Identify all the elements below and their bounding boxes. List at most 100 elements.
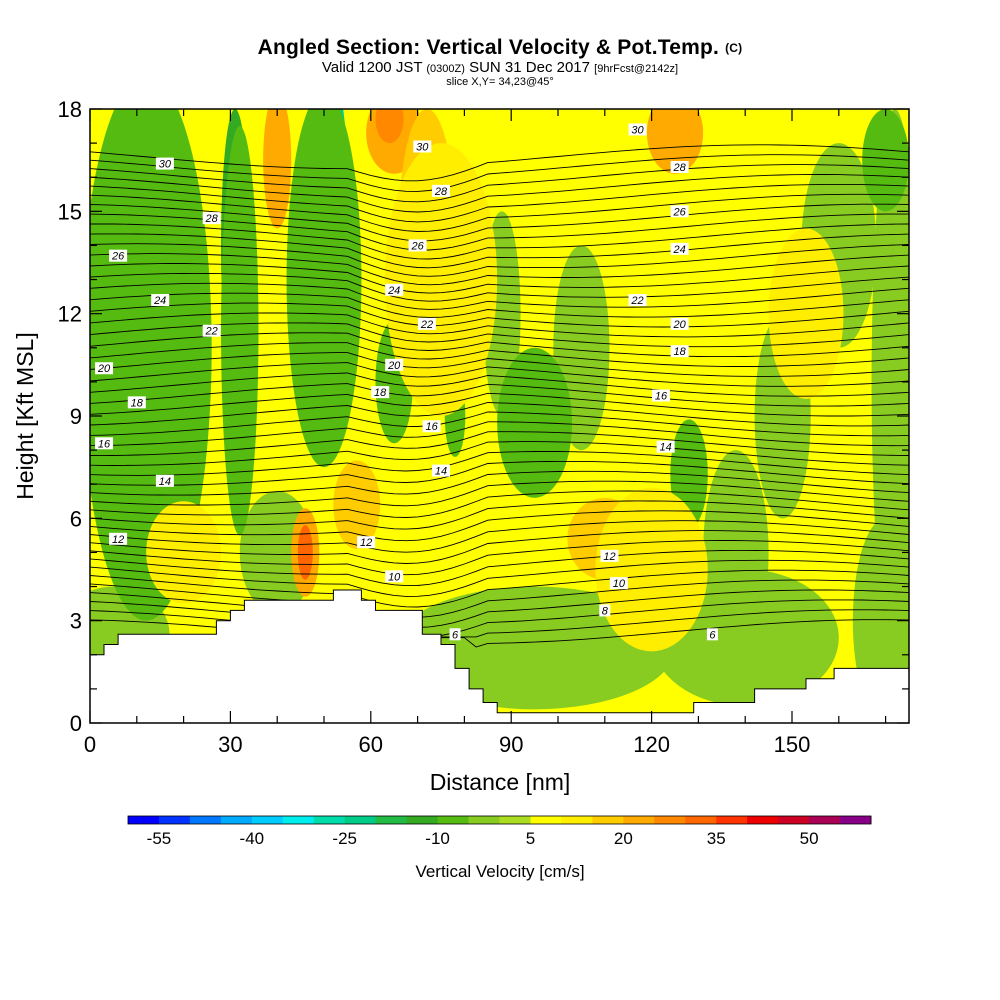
contour-label-bg: [109, 249, 128, 262]
contour-label: 12: [109, 532, 128, 546]
contour-label-bg: [371, 386, 390, 399]
colorbar-tick-label: -10: [425, 829, 450, 848]
contour-label-bg: [155, 157, 174, 170]
contour-label: 10: [609, 577, 628, 590]
colorbar-tick-label: 35: [707, 829, 726, 848]
chart-title-unit: (C): [725, 41, 743, 55]
contour-label: 30: [628, 123, 647, 136]
contour-label-bg: [109, 532, 128, 545]
contour-label: 6: [706, 628, 718, 641]
theta-contour: [90, 174, 909, 213]
contour-label-text: 16: [655, 391, 668, 403]
y-tick-label: 18: [58, 97, 82, 122]
contour-label-bg: [670, 160, 689, 173]
contour-label: 6: [449, 628, 461, 641]
colorbar-frame: [127, 815, 872, 825]
theta-contour: [90, 490, 909, 518]
contour-label-bg: [385, 358, 404, 371]
theta-contour: [90, 263, 909, 294]
contour-label-text: 18: [674, 346, 687, 358]
y-axis: 0 3 6 9 12 15 18: [58, 97, 909, 736]
contour-label-text: 10: [388, 571, 401, 583]
theta-contour: [90, 421, 909, 447]
contour-label-bg: [95, 362, 114, 375]
contour-label-text: 14: [159, 476, 171, 488]
contour-label-text: 16: [426, 421, 439, 433]
contour-label-bg: [670, 205, 689, 218]
theta-contour: [90, 383, 909, 407]
contour-label-text: 24: [153, 295, 166, 307]
contour-label: 14: [432, 464, 450, 478]
theta-contour: [90, 540, 909, 576]
contour-label-text: 12: [603, 551, 615, 563]
colorbar-swatch: [561, 816, 593, 824]
contour-label: 24: [670, 242, 689, 256]
contour-label-bg: [408, 239, 427, 252]
theta-contour: [90, 500, 909, 530]
contour-label-text: 28: [673, 162, 687, 174]
valid-date: SUN 31 Dec 2017: [469, 59, 590, 76]
contour-label: 22: [202, 324, 221, 338]
colorbar-swatch: [375, 816, 408, 824]
contour-label: 26: [670, 205, 689, 218]
contour-label: 26: [109, 249, 128, 263]
theta-contour: [90, 352, 909, 377]
contour-label-bg: [651, 389, 670, 402]
contour-label-text: 30: [631, 124, 644, 136]
theta-contour: [90, 372, 909, 397]
theta-contour: [90, 559, 909, 597]
theta-contour: [90, 510, 909, 542]
updraft-region: [146, 501, 222, 604]
contour-label: 20: [385, 358, 404, 372]
updraft-region: [297, 525, 313, 580]
theta-contour: [90, 302, 909, 328]
contour-label-bg: [609, 577, 628, 590]
chart-title: Angled Section: Vertical Velocity & Pot.…: [0, 36, 1000, 60]
contour-label-bg: [385, 283, 404, 296]
contour-label: 20: [670, 317, 689, 331]
colorbar-swatches: [127, 815, 872, 825]
contour-label: 12: [600, 549, 619, 563]
colorbar-swatch: [716, 816, 748, 824]
colorbar-swatch: [220, 816, 253, 824]
terrain-mask: [90, 589, 909, 723]
theta-contour: [90, 609, 909, 638]
terrain: [90, 589, 909, 723]
theta-contour: [90, 520, 909, 553]
contour-label: 16: [422, 420, 441, 433]
contour-label: 16: [95, 437, 114, 450]
colorbar-swatch: [778, 816, 810, 824]
contour-label-bg: [151, 294, 170, 307]
theta-contour: [90, 460, 909, 486]
contour-label: 24: [151, 294, 170, 307]
x-tick-label: 30: [218, 732, 242, 757]
contour-label-bg: [432, 464, 450, 477]
colorbar-swatch: [406, 816, 439, 824]
colorbar-swatch: [313, 816, 346, 824]
contour-label-text: 8: [602, 605, 609, 617]
contour-label-text: 30: [159, 159, 172, 171]
colorbar-tick-label: 5: [526, 829, 535, 848]
theta-contour: [90, 362, 909, 387]
theta-contour: [90, 342, 909, 367]
colorbar-tick-label: -25: [332, 829, 357, 848]
cross-section-plot: 3028262422201816141230282624222018161412…: [12, 97, 910, 795]
x-tick-label: 90: [499, 732, 523, 757]
downdraft-region: [221, 126, 259, 536]
contour-label-bg: [357, 536, 376, 549]
y-tick-label: 15: [58, 199, 82, 224]
potential-temperature-contours: [90, 144, 909, 648]
colorbar-swatch: [468, 816, 500, 824]
colorbar-swatch: [654, 816, 686, 824]
weak-downdraft-region: [703, 450, 769, 655]
contour-label: 12: [357, 536, 376, 549]
contour-label-bg: [600, 549, 619, 562]
contour-label-text: 24: [673, 244, 686, 256]
contour-label: 14: [155, 474, 174, 488]
colorbar-tick-label: 20: [614, 829, 633, 848]
colorbar-label: Vertical Velocity [cm/s]: [415, 862, 585, 881]
x-tick-label: 150: [774, 732, 811, 757]
contour-label-text: 30: [416, 142, 429, 154]
colorbar-swatch: [437, 816, 470, 824]
theta-contour: [90, 312, 909, 338]
